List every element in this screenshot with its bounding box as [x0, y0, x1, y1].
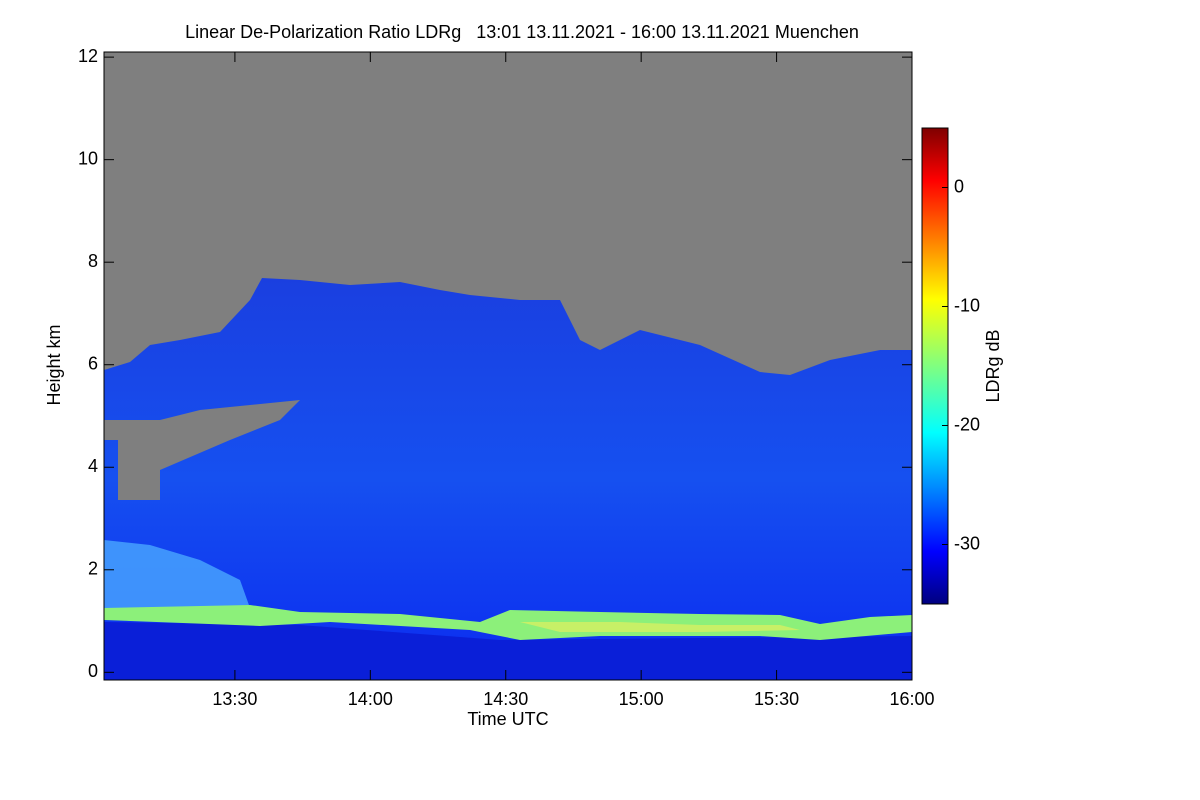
colorbar-tick-label: -20 [954, 414, 980, 434]
x-tick-label: 16:00 [889, 689, 934, 709]
heatmap-image [104, 52, 912, 680]
y-tick-label: 4 [88, 456, 98, 476]
y-tick-label: 6 [88, 353, 98, 373]
x-axis-label: Time UTC [467, 709, 548, 729]
colorbar-tick-label: -10 [954, 295, 980, 315]
chart-title: Linear De-Polarization Ratio LDRg 13:01 … [185, 22, 859, 42]
x-tick-label: 14:30 [483, 689, 528, 709]
y-tick-label: 0 [88, 661, 98, 681]
plot-frame [103, 51, 913, 681]
y-tick-label: 10 [78, 148, 98, 168]
y-tick-label: 2 [88, 559, 98, 579]
y-tick-label: 12 [78, 46, 98, 66]
colorbar-tick-label: 0 [954, 176, 964, 196]
colorbar [921, 127, 949, 605]
y-axis-label: Height km [44, 324, 64, 405]
colorbar-label: LDRg dB [983, 329, 1003, 402]
y-tick-label: 8 [88, 251, 98, 271]
x-tick-label: 14:00 [348, 689, 393, 709]
x-tick-label: 13:30 [212, 689, 257, 709]
colorbar-tick-label: -30 [954, 533, 980, 553]
x-tick-label: 15:30 [754, 689, 799, 709]
x-tick-label: 15:00 [619, 689, 664, 709]
